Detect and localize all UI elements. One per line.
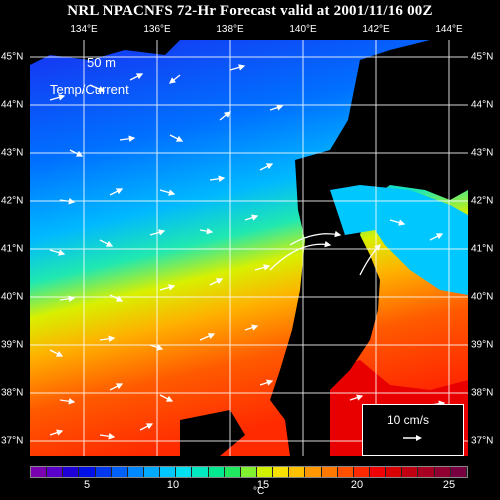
lon-label-144: 144°E	[435, 24, 463, 35]
lat-label-37-left: 37°N	[1, 435, 24, 447]
lat-label-44-right: 44°N	[471, 99, 494, 111]
land-northwest-coast	[30, 40, 180, 65]
lon-label-136: 136°E	[143, 24, 171, 35]
lat-label-42-left: 42°N	[1, 195, 24, 207]
colorbar-swatch	[337, 467, 354, 477]
vector-scale-box: 10 cm/s	[362, 404, 464, 456]
colorbar-swatch	[63, 467, 80, 477]
colorbar-swatch	[369, 467, 387, 477]
lat-label-45-right: 45°N	[471, 51, 494, 63]
current-vectors	[49, 64, 446, 441]
lat-label-38-left: 38°N	[1, 387, 24, 399]
lat-label-43-right: 43°N	[471, 147, 494, 159]
lat-label-45-left: 45°N	[1, 51, 24, 63]
lat-label-42-right: 42°N	[471, 195, 494, 207]
colorbar-swatch	[160, 467, 177, 477]
colorbar-swatch	[143, 467, 161, 477]
colorbar-swatch	[224, 467, 241, 477]
colorbar-swatch	[434, 467, 451, 477]
colorbar-swatch	[79, 467, 96, 477]
lat-label-39-left: 39°N	[1, 339, 24, 351]
colorbar-swatch	[256, 467, 274, 477]
lat-label-39-right: 39°N	[471, 339, 494, 351]
land-japan	[270, 40, 468, 456]
land-small-island	[180, 410, 245, 456]
vector-scale-label: 10 cm/s	[387, 413, 430, 427]
colorbar-label-5: 5	[83, 479, 91, 491]
lat-label-44-left: 44°N	[1, 99, 24, 111]
colorbar-label-25: 25	[442, 479, 456, 491]
temperature-map	[30, 40, 468, 456]
colorbar-label-15: 15	[256, 479, 270, 491]
lon-label-140: 140°E	[289, 24, 317, 35]
scale-arrow-icon	[403, 435, 422, 441]
colorbar-swatch	[127, 467, 144, 477]
colorbar-swatch	[418, 467, 435, 477]
colorbar	[30, 466, 468, 478]
colorbar-swatch	[450, 467, 467, 477]
colorbar-swatch	[192, 467, 209, 477]
lat-label-40-right: 40°N	[471, 291, 494, 303]
colorbar-swatch	[31, 467, 48, 477]
colorbar-swatch	[176, 467, 193, 477]
lat-label-41-right: 41°N	[471, 243, 494, 255]
colorbar-label-10: 10	[166, 479, 180, 491]
lon-label-142: 142°E	[362, 24, 390, 35]
colorbar-swatch	[386, 467, 403, 477]
colorbar-unit: °C	[253, 486, 265, 497]
lat-label-40-left: 40°N	[1, 291, 24, 303]
colorbar-swatch	[321, 467, 338, 477]
colorbar-swatch	[353, 467, 370, 477]
lat-label-43-left: 43°N	[1, 147, 24, 159]
colorbar-swatch	[47, 467, 64, 477]
field-label: Temp/Current	[50, 82, 129, 97]
strait-water	[330, 185, 468, 295]
lat-label-41-left: 41°N	[1, 243, 24, 255]
colorbar-swatch	[240, 467, 257, 477]
colorbar-swatch	[208, 467, 225, 477]
colorbar-swatch	[402, 467, 419, 477]
lat-label-38-right: 38°N	[471, 387, 494, 399]
lon-label-134: 134°E	[70, 24, 98, 35]
colorbar-swatch	[111, 467, 128, 477]
colorbar-label-20: 20	[350, 479, 364, 491]
lon-label-138: 138°E	[216, 24, 244, 35]
colorbar-swatch	[289, 467, 306, 477]
lat-label-37-right: 37°N	[471, 435, 494, 447]
colorbar-swatch	[95, 467, 112, 477]
colorbar-swatch	[273, 467, 290, 477]
depth-label: 50 m	[87, 55, 116, 70]
colorbar-swatch	[305, 467, 322, 477]
map-title: NRL NPACNFS 72-Hr Forecast valid at 2001…	[67, 3, 433, 19]
